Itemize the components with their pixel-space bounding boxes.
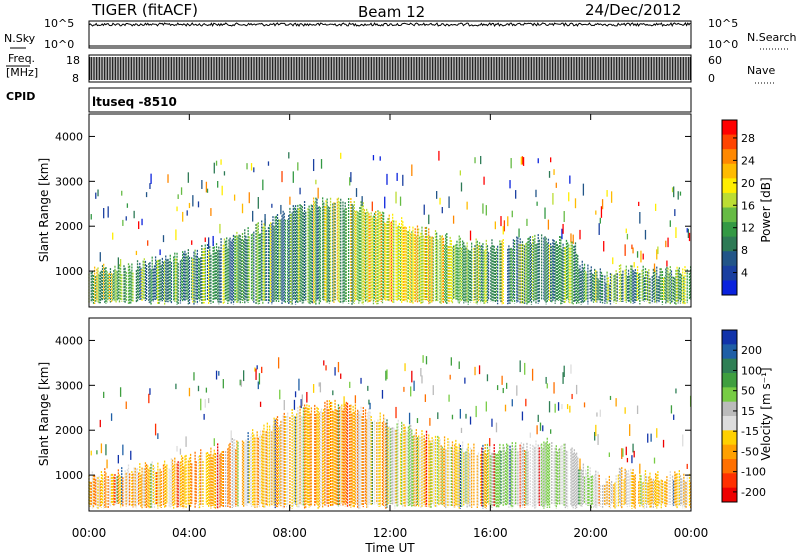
colorbar-tick-label: 100 <box>741 364 762 377</box>
colorbar-swatch <box>722 236 737 252</box>
colorbar-swatch <box>722 459 737 474</box>
colorbar-swatch <box>722 192 737 208</box>
velocity-data <box>88 355 692 509</box>
colorbar-swatch <box>722 149 737 165</box>
nsearch-tick-top: 10^5 <box>708 17 738 30</box>
colorbar-tick-label: 28 <box>741 132 755 145</box>
colorbar-tick-label: -50 <box>741 445 759 458</box>
power-data <box>88 150 692 305</box>
colorbar-swatch <box>722 120 737 136</box>
velocity-colorbar-label: Velocity [m s⁻¹] <box>759 367 773 460</box>
nsearch-label: N.Search <box>747 31 797 44</box>
colorbar-swatch <box>722 178 737 194</box>
x-tick-label: 16:00 <box>473 526 508 540</box>
colorbar-swatch <box>722 344 737 360</box>
nsky-panel-frame <box>88 20 692 49</box>
freq-label: Freq. <box>8 52 35 65</box>
velocity-y-axis: 1000 2000 3000 4000 <box>55 334 691 482</box>
y-tick-label: 4000 <box>55 334 83 347</box>
nave-tick-top: 60 <box>708 54 722 67</box>
colorbar-swatch <box>722 387 737 403</box>
beam-title: Beam 12 <box>358 3 425 21</box>
freq-tick-top: 18 <box>66 54 80 67</box>
nsky-trace <box>88 22 691 47</box>
colorbar-swatch <box>722 487 737 503</box>
colorbar-tick-label: 20 <box>741 177 755 190</box>
power-y-axis: 1000 2000 3000 4000 <box>55 130 691 278</box>
y-tick-label: 2000 <box>55 220 83 233</box>
nsky-tick-bottom: 10^0 <box>44 38 74 51</box>
nsky-label: N.Sky <box>4 32 36 45</box>
colorbar-frame <box>721 329 738 503</box>
colorbar-tick-label: 200 <box>741 344 762 357</box>
nsky-series <box>88 22 691 28</box>
nave-tick-bottom: 0 <box>708 72 715 85</box>
colorbar-swatch <box>722 444 737 460</box>
freq-tick-bottom: 8 <box>72 72 79 85</box>
date-title: 24/Dec/2012 <box>585 1 681 19</box>
time-x-axis: 00:00 04:00 08:00 12:00 16:00 20:00 00:00 <box>72 114 709 540</box>
colorbar-tick-label: -200 <box>741 486 766 499</box>
x-tick-label: 00:00 <box>674 526 709 540</box>
y-tick-label: 2000 <box>55 424 83 437</box>
cpid-value: ltuseq -8510 <box>92 95 177 109</box>
colorbar-tick-label: 8 <box>741 244 748 257</box>
nsky-tick-top: 10^5 <box>44 17 74 30</box>
colorbar-swatch <box>722 358 737 374</box>
x-axis-label: Time UT <box>364 541 415 554</box>
colorbar-swatch <box>722 222 737 238</box>
y-tick-label: 1000 <box>55 265 83 278</box>
cpid-panel-frame <box>88 87 692 113</box>
y-tick-label: 1000 <box>55 469 83 482</box>
velocity-colorbar: 200 100 50 15 -15 -50 -100 -200 <box>721 329 766 503</box>
freq-series <box>89 57 691 80</box>
x-tick-label: 04:00 <box>172 526 207 540</box>
nave-label: Nave <box>747 64 775 77</box>
colorbar-swatch <box>722 416 737 431</box>
colorbar-swatch <box>722 280 737 296</box>
freq-unit-label: [MHz] <box>6 66 38 79</box>
velocity-ylabel: Slant Range [km] <box>37 362 51 466</box>
colorbar-tick-label: 16 <box>741 199 755 212</box>
y-tick-label: 4000 <box>55 130 83 143</box>
freq-trace <box>89 57 691 80</box>
freq-panel-frame <box>88 54 692 83</box>
colorbar-swatch <box>722 330 737 345</box>
colorbar-swatch <box>722 401 737 417</box>
y-tick-label: 3000 <box>55 379 83 392</box>
colorbar-tick-label: -15 <box>741 425 759 438</box>
power-colorbar-label: Power [dB] <box>759 177 773 242</box>
colorbar-tick-label: 24 <box>741 154 755 167</box>
colorbar-tick-label: 50 <box>741 385 755 398</box>
power-colorbar: 28 24 20 16 12 8 4 <box>721 119 755 296</box>
colorbar-swatch <box>722 473 737 489</box>
cpid-label: CPID <box>6 90 35 103</box>
colorbar-tick-label: -100 <box>741 466 766 479</box>
colorbar-swatch <box>722 373 737 388</box>
nsearch-tick-bottom: 10^0 <box>708 38 738 51</box>
x-tick-label: 00:00 <box>72 526 107 540</box>
x-tick-label: 12:00 <box>373 526 408 540</box>
colorbar-tick-label: 4 <box>741 267 748 280</box>
colorbar-frame <box>721 119 738 296</box>
colorbar-swatch <box>722 163 737 179</box>
colorbar-tick-label: 15 <box>741 405 755 418</box>
colorbar-swatch <box>722 265 737 281</box>
y-tick-label: 3000 <box>55 175 83 188</box>
x-tick-label: 08:00 <box>272 526 307 540</box>
colorbar-tick-label: 12 <box>741 222 755 235</box>
colorbar-swatch <box>722 134 737 150</box>
power-ylabel: Slant Range [km] <box>37 158 51 262</box>
radar-title: TIGER (fitACF) <box>91 1 198 19</box>
x-tick-label: 20:00 <box>573 526 608 540</box>
colorbar-swatch <box>722 251 737 267</box>
colorbar-swatch <box>722 207 737 223</box>
colorbar-swatch <box>722 430 737 446</box>
